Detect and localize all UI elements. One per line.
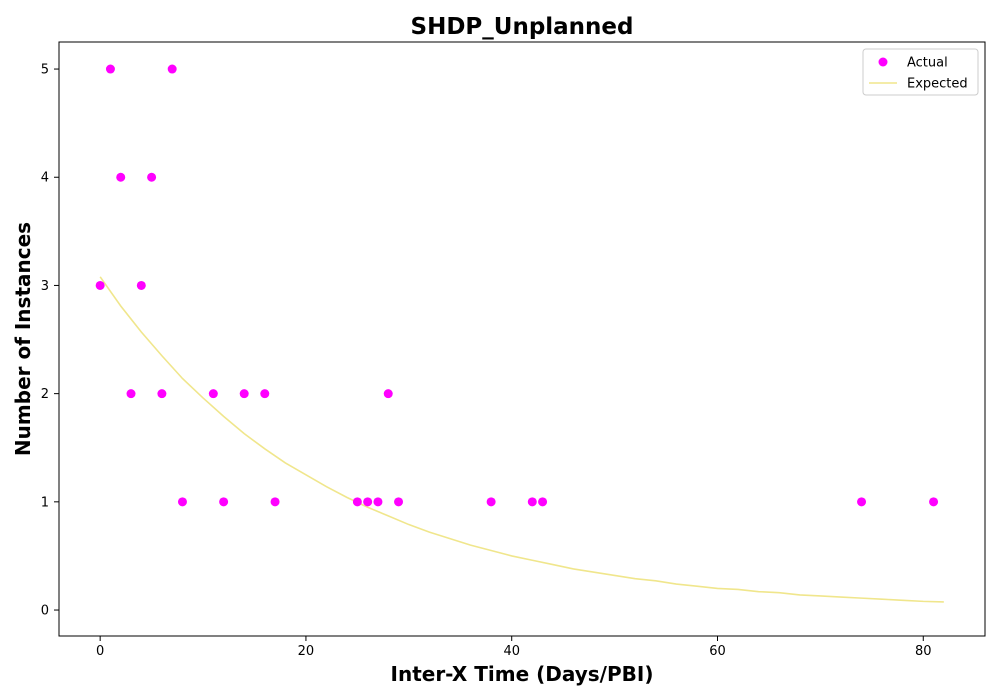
data-point bbox=[352, 497, 362, 507]
data-point bbox=[105, 64, 115, 74]
data-point bbox=[486, 497, 496, 507]
x-tick-label: 0 bbox=[96, 644, 104, 659]
data-point bbox=[208, 389, 218, 399]
legend-label: Actual bbox=[907, 56, 948, 71]
data-point bbox=[147, 172, 157, 182]
y-tick-label: 3 bbox=[41, 279, 49, 294]
legend-marker-actual bbox=[878, 57, 888, 67]
data-point bbox=[116, 172, 126, 182]
data-point bbox=[373, 497, 383, 507]
x-tick-label: 40 bbox=[503, 644, 520, 659]
y-axis: 0 1 2 3 4 5 bbox=[41, 63, 59, 619]
plot-frame bbox=[58, 41, 986, 637]
data-point bbox=[239, 389, 249, 399]
data-point bbox=[929, 497, 939, 507]
data-point bbox=[95, 280, 105, 290]
x-tick-label: 80 bbox=[915, 644, 932, 659]
x-axis: 0 20 40 60 80 bbox=[96, 636, 932, 659]
x-axis-label: Inter-X Time (Days/PBI) bbox=[391, 662, 654, 686]
data-point bbox=[857, 497, 867, 507]
legend-label: Expected bbox=[907, 77, 968, 92]
data-point bbox=[157, 389, 167, 399]
y-tick-label: 0 bbox=[41, 604, 49, 619]
data-point bbox=[383, 389, 393, 399]
data-point bbox=[527, 497, 537, 507]
plot-area bbox=[95, 64, 944, 603]
data-point bbox=[538, 497, 548, 507]
data-point bbox=[167, 64, 177, 74]
legend: Actual Expected bbox=[862, 48, 979, 96]
data-point bbox=[126, 389, 136, 399]
data-point bbox=[219, 497, 229, 507]
series-line-expected bbox=[99, 276, 944, 603]
y-axis-label: Number of Instances bbox=[11, 222, 35, 456]
data-point bbox=[136, 280, 146, 290]
x-tick-label: 60 bbox=[709, 644, 726, 659]
y-tick-label: 4 bbox=[41, 171, 49, 186]
y-tick-label: 5 bbox=[41, 63, 49, 78]
data-point bbox=[363, 497, 373, 507]
x-tick-label: 20 bbox=[298, 644, 315, 659]
data-point bbox=[177, 497, 187, 507]
data-point bbox=[270, 497, 280, 507]
data-point bbox=[394, 497, 404, 507]
y-tick-label: 1 bbox=[41, 495, 49, 510]
y-tick-label: 2 bbox=[41, 387, 49, 402]
chart-title: SHDP_Unplanned bbox=[411, 14, 634, 40]
data-point bbox=[260, 389, 270, 399]
